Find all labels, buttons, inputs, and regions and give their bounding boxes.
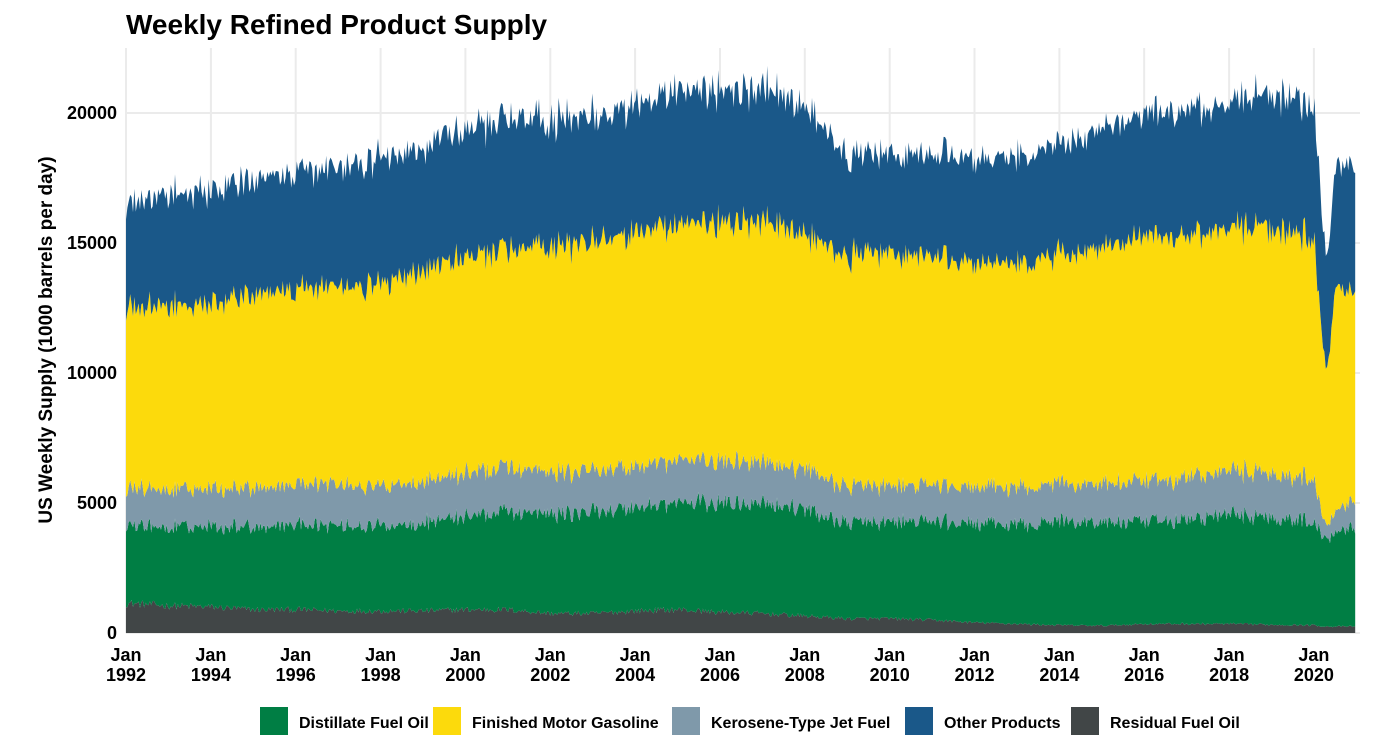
legend-label-other-products: Other Products bbox=[944, 715, 1061, 732]
legend-label-distillate-fuel-oil: Distillate Fuel Oil bbox=[299, 715, 429, 732]
x-tick-label-year: 2004 bbox=[615, 665, 655, 685]
x-tick-label-year: 2006 bbox=[700, 665, 740, 685]
x-tick-label-year: 2018 bbox=[1209, 665, 1249, 685]
x-tick-label-month: Jan bbox=[195, 645, 226, 665]
x-tick-label-month: Jan bbox=[1298, 645, 1329, 665]
legend-label-finished-motor-gasoline: Finished Motor Gasoline bbox=[472, 715, 659, 732]
x-tick-label-year: 2010 bbox=[870, 665, 910, 685]
y-tick-label: 0 bbox=[107, 623, 117, 643]
legend-swatch-kerosene-type-jet-fuel bbox=[672, 707, 700, 735]
x-tick-label-year: 1994 bbox=[191, 665, 231, 685]
x-tick-label-month: Jan bbox=[1129, 645, 1160, 665]
x-tick-label-year: 2002 bbox=[530, 665, 570, 685]
legend: Distillate Fuel Oil Finished Motor Gasoli… bbox=[260, 707, 1240, 735]
x-tick-label-year: 2008 bbox=[785, 665, 825, 685]
x-tick-label-year: 2000 bbox=[445, 665, 485, 685]
legend-swatch-distillate-fuel-oil bbox=[260, 707, 288, 735]
legend-swatch-other-products bbox=[905, 707, 933, 735]
legend-label-residual-fuel-oil: Residual Fuel Oil bbox=[1110, 715, 1240, 732]
x-tick-label-month: Jan bbox=[874, 645, 905, 665]
legend-swatch-finished-motor-gasoline bbox=[433, 707, 461, 735]
x-tick-label-month: Jan bbox=[365, 645, 396, 665]
y-axis-ticks: 0 5000 10000 15000 20000 bbox=[67, 103, 117, 643]
area-other-products bbox=[126, 65, 1356, 369]
x-tick-label-year: 2012 bbox=[954, 665, 994, 685]
x-tick-label-year: 2020 bbox=[1294, 665, 1334, 685]
x-tick-label-year: 1992 bbox=[106, 665, 146, 685]
y-tick-label: 5000 bbox=[77, 493, 117, 513]
x-tick-label-month: Jan bbox=[704, 645, 735, 665]
x-tick-label-month: Jan bbox=[1214, 645, 1245, 665]
area-residual-fuel-oil bbox=[126, 600, 1356, 633]
x-tick-label-year: 2014 bbox=[1039, 665, 1079, 685]
legend-swatch-residual-fuel-oil bbox=[1071, 707, 1099, 735]
x-tick-label-year: 1996 bbox=[276, 665, 316, 685]
y-axis-label: US Weekly Supply (1000 barrels per day) bbox=[36, 156, 57, 523]
x-tick-label-month: Jan bbox=[450, 645, 481, 665]
x-tick-label-year: 2016 bbox=[1124, 665, 1164, 685]
x-tick-label-month: Jan bbox=[959, 645, 990, 665]
area-distillate-fuel-oil bbox=[126, 491, 1356, 628]
x-tick-label-month: Jan bbox=[1044, 645, 1075, 665]
y-tick-label: 15000 bbox=[67, 233, 117, 253]
y-tick-label: 20000 bbox=[67, 103, 117, 123]
x-tick-label-month: Jan bbox=[789, 645, 820, 665]
area-kerosene-type-jet-fuel bbox=[126, 450, 1356, 544]
x-tick-label-month: Jan bbox=[620, 645, 651, 665]
x-tick-label-year: 1998 bbox=[361, 665, 401, 685]
x-tick-label-month: Jan bbox=[110, 645, 141, 665]
area-finished-motor-gasoline bbox=[126, 204, 1356, 526]
legend-label-kerosene-type-jet-fuel: Kerosene-Type Jet Fuel bbox=[711, 715, 890, 732]
x-axis-ticks: Jan1992Jan1994Jan1996Jan1998Jan2000Jan20… bbox=[106, 645, 1334, 685]
y-tick-label: 10000 bbox=[67, 363, 117, 383]
area-series-group bbox=[126, 65, 1356, 633]
x-tick-label-month: Jan bbox=[280, 645, 311, 665]
chart-title: Weekly Refined Product Supply bbox=[126, 9, 548, 40]
x-tick-label-month: Jan bbox=[535, 645, 566, 665]
